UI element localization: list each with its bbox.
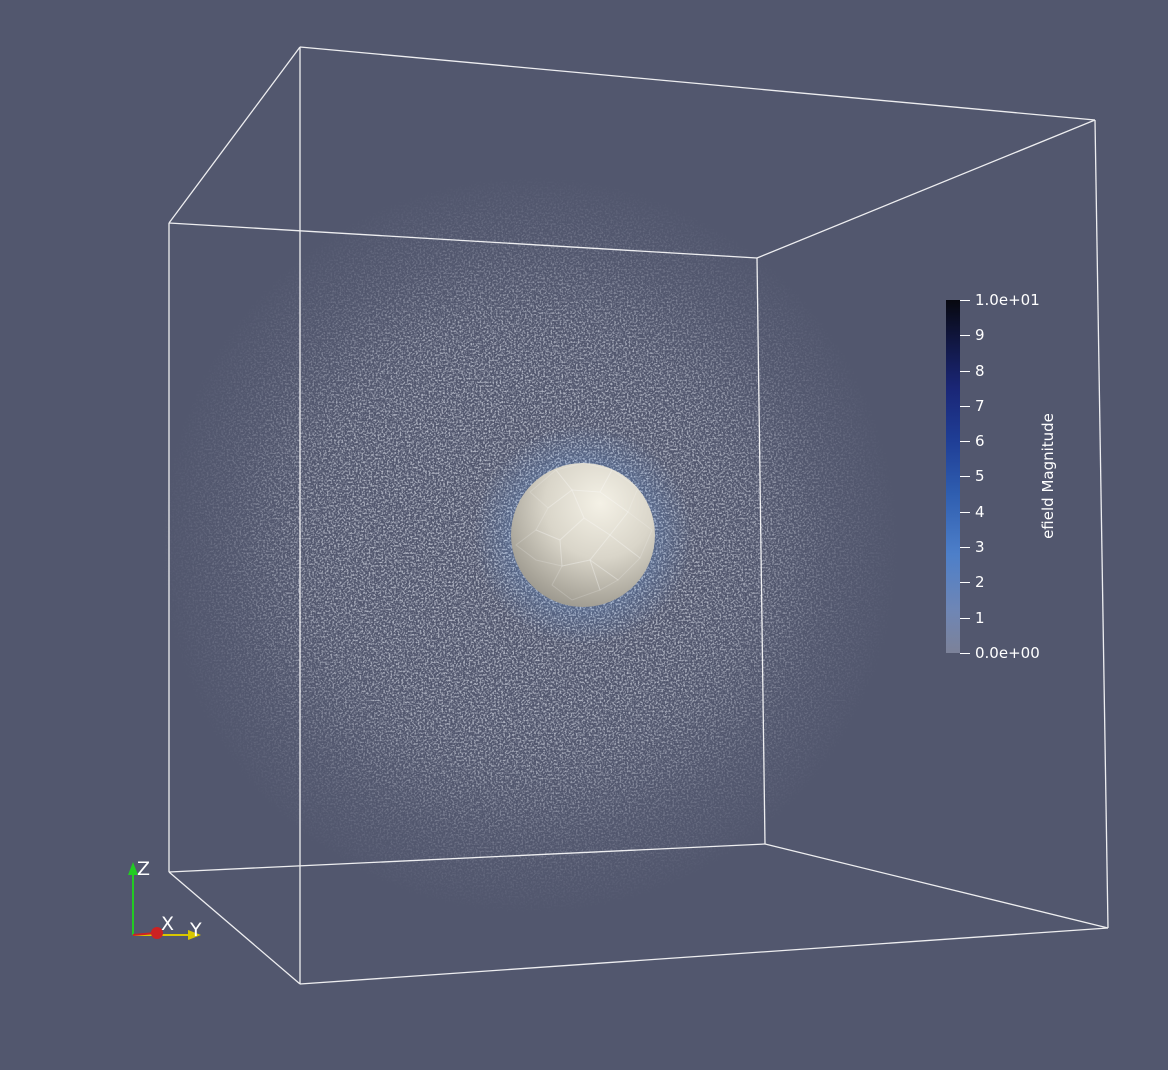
colorbar-tick-label: 7: [975, 397, 985, 415]
colorbar-tick: [960, 371, 970, 372]
colorbar-tick: [960, 335, 970, 336]
colorbar-gradient: [946, 300, 960, 653]
colorbar-tick-label: 1.0e+01: [975, 291, 1040, 309]
colorbar-tick: [960, 406, 970, 407]
colorbar-tick: [960, 512, 970, 513]
bounding-box-outline: [168, 46, 1109, 985]
colorbar-tick: [960, 547, 970, 548]
colorbar-tick-label: 9: [975, 326, 985, 344]
colorbar-tick: [960, 441, 970, 442]
colorbar-tick-label: 3: [975, 538, 985, 556]
z-axis-label: Z: [137, 858, 151, 880]
x-axis-label: X: [161, 913, 175, 935]
colorbar-tick-label: 0.0e+00: [975, 644, 1040, 662]
colorbar-tick-label: 4: [975, 503, 985, 521]
colorbar-tick: [960, 582, 970, 583]
colorbar-tick-label: 2: [975, 573, 985, 591]
sphere-object[interactable]: [511, 462, 655, 607]
y-axis-label: Y: [190, 919, 202, 941]
colorbar-title: efield Magnitude: [1039, 413, 1057, 539]
colorbar-tick: [960, 300, 970, 301]
colorbar-tick-label: 5: [975, 467, 985, 485]
colorbar-tick: [960, 618, 970, 619]
colorbar-tick-label: 6: [975, 432, 985, 450]
colorbar-tick-label: 8: [975, 362, 985, 380]
colorbar-tick: [960, 653, 970, 654]
colorbar-tick-label: 1: [975, 609, 985, 627]
colorbar-tick: [960, 476, 970, 477]
orientation-axes: [128, 862, 201, 940]
